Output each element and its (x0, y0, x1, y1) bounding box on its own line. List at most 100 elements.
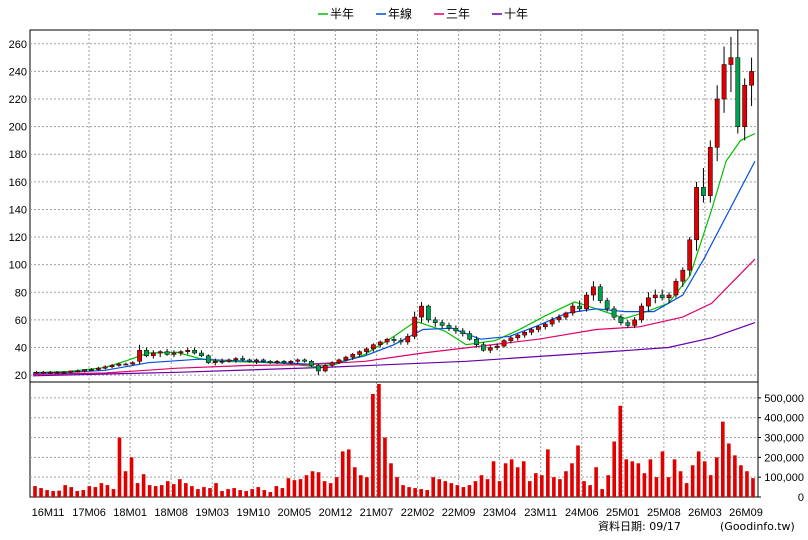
volume-bar (733, 455, 737, 497)
volume-grid (30, 397, 758, 478)
candle-body (391, 338, 397, 341)
candle (439, 319, 445, 329)
volume-bar (684, 483, 689, 497)
x-tick-label: 26M03 (688, 507, 722, 519)
volume-bar (708, 475, 713, 497)
candle-body (687, 239, 693, 271)
volume-bar (57, 490, 61, 497)
candle (302, 358, 307, 363)
volume-bar (437, 479, 442, 497)
candle-body (439, 322, 445, 326)
candle (728, 36, 734, 93)
candle (164, 348, 170, 356)
candle (247, 358, 252, 363)
volume-bar (473, 481, 478, 497)
volume-bar (558, 479, 562, 497)
candle-body (714, 98, 720, 148)
candle-body (274, 361, 280, 363)
candle (701, 168, 706, 203)
candle (446, 322, 452, 331)
candle-body (322, 365, 328, 372)
candle-body (116, 363, 122, 366)
candle-body (212, 361, 218, 363)
candle (54, 370, 60, 374)
volume-bar (310, 471, 315, 497)
candle-body (419, 305, 424, 318)
volume-bar (533, 473, 538, 497)
candle (467, 330, 473, 341)
candle-body (721, 64, 727, 100)
candle (707, 140, 713, 203)
price-tick-label: 180 (9, 149, 27, 161)
candle (281, 359, 287, 365)
x-tick-label: 17M06 (72, 507, 106, 519)
candle (116, 362, 122, 367)
volume-bar (600, 489, 604, 497)
volume-bar (582, 481, 586, 497)
volume-bar (419, 489, 423, 497)
price-tick-label: 260 (9, 39, 27, 51)
candle (673, 278, 679, 298)
x-tick-label: 23M04 (483, 507, 517, 519)
candle-body (639, 305, 644, 321)
candle (391, 336, 397, 344)
candle-body (659, 294, 665, 299)
volume-bar (93, 487, 98, 497)
candle (432, 317, 438, 327)
volume-bar (666, 477, 671, 497)
candle-body (95, 367, 101, 370)
candle (536, 325, 541, 333)
candle-body (247, 359, 252, 362)
candle-body (549, 319, 555, 325)
volume-bar (479, 475, 484, 497)
candle-body (742, 84, 748, 127)
candle-body (171, 352, 177, 355)
candle (632, 317, 638, 329)
legend-label: 年線 (388, 6, 412, 21)
volume-bar (654, 477, 659, 497)
volume-bar (63, 485, 67, 497)
x-tick-label: 25M01 (606, 507, 640, 519)
candle (646, 292, 651, 312)
candle (144, 347, 149, 358)
x-tick-label: 18M08 (154, 507, 188, 519)
candle (680, 267, 686, 287)
x-tick-label: 22M02 (401, 507, 435, 519)
volume-bar (75, 491, 80, 497)
candle (68, 370, 74, 374)
candle (639, 303, 644, 323)
volume-bar (751, 478, 755, 497)
x-tick-label: 24M06 (565, 507, 599, 519)
candle (625, 319, 631, 329)
candle-body (398, 340, 404, 343)
candle (40, 370, 46, 374)
plot-frame (29, 29, 759, 498)
candle-body (329, 362, 335, 366)
candle (474, 336, 479, 348)
candle-body (240, 358, 246, 361)
volume-bar (425, 490, 429, 497)
volume-bar (322, 481, 327, 497)
candle (178, 350, 184, 356)
candle (377, 340, 383, 348)
candle-body (47, 372, 53, 374)
candle (219, 358, 225, 365)
candle (102, 365, 108, 370)
candle-body (611, 308, 617, 318)
candle (570, 303, 576, 316)
candle-body (597, 286, 603, 301)
candle (336, 358, 342, 365)
candle (205, 354, 211, 365)
candle (75, 369, 81, 373)
candle-body (694, 187, 699, 241)
x-tick-label: 21M07 (360, 507, 394, 519)
ma-year-line (32, 160, 756, 374)
volume-tick-label: 0 (798, 492, 804, 504)
candle-body (288, 361, 294, 363)
x-tick-label: 26M09 (729, 507, 763, 519)
candle-body (364, 348, 369, 352)
candle (288, 359, 294, 365)
candle (123, 362, 129, 366)
candle-body (377, 341, 383, 345)
volume-bar (745, 471, 749, 497)
